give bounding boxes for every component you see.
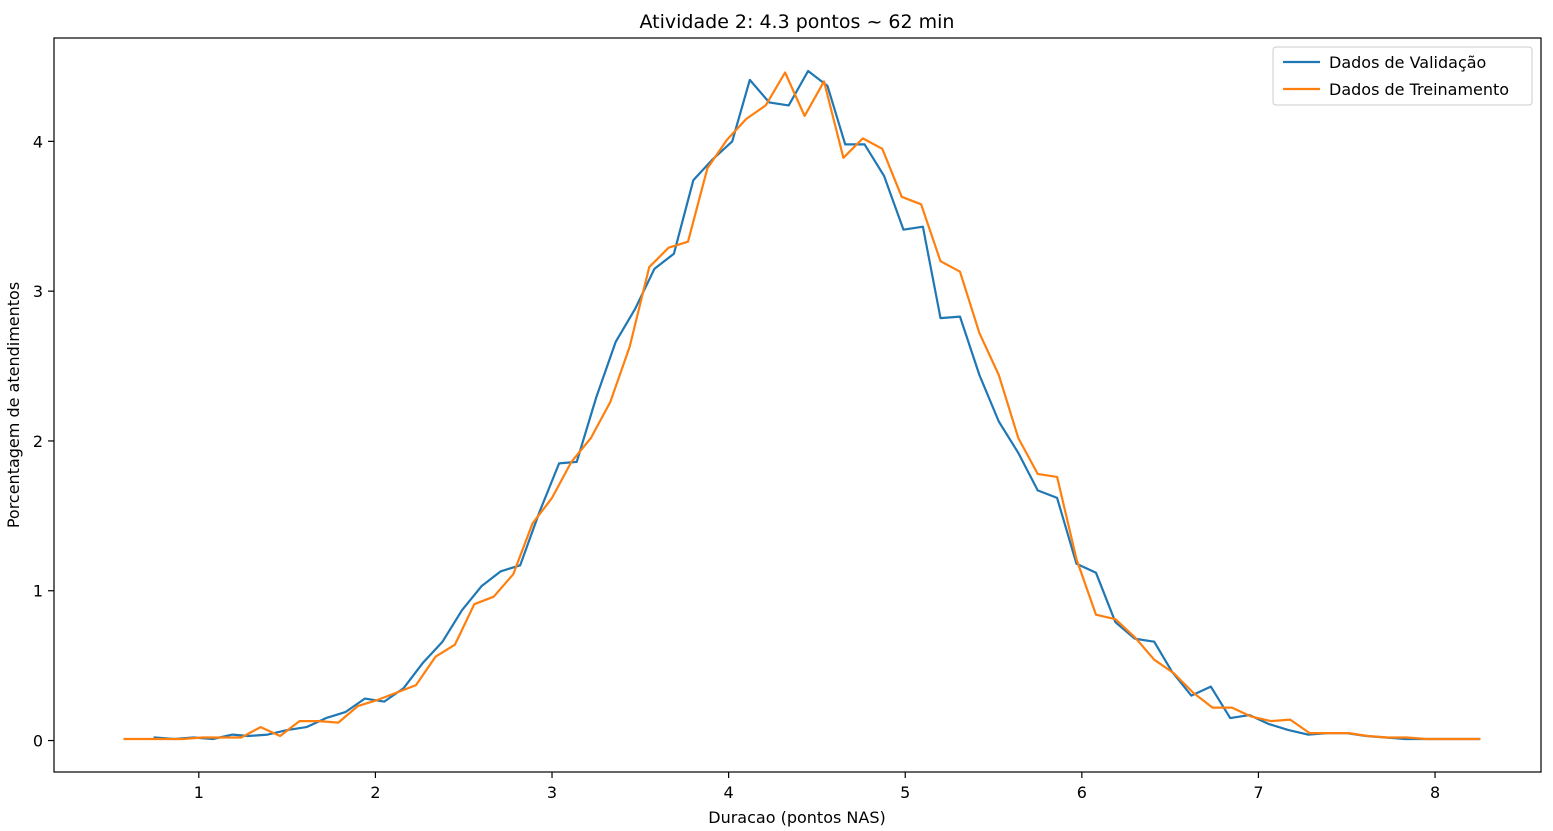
x-tick-label: 6 [1077, 783, 1087, 802]
plot-frame [53, 37, 1542, 773]
legend-label-validacao: Dados de Validação [1329, 53, 1486, 72]
x-axis: 1 2 3 4 5 6 7 8 [194, 772, 1440, 802]
x-tick-label: 1 [194, 783, 204, 802]
x-tick-label: 3 [547, 783, 557, 802]
y-axis-label: Porcentagem de atendimentos [4, 282, 23, 528]
y-tick-label: 0 [33, 732, 43, 751]
x-tick-label: 5 [900, 783, 910, 802]
y-tick-label: 4 [33, 132, 43, 151]
legend: Dados de Validação Dados de Treinamento [1272, 46, 1533, 106]
chart-title: Atividade 2: 4.3 pontos ~ 62 min [640, 11, 955, 33]
x-tick-label: 2 [370, 783, 380, 802]
series-layer [123, 69, 1481, 741]
legend-box [1272, 46, 1533, 106]
x-tick-label: 8 [1430, 783, 1440, 802]
series-line-treinamento [123, 71, 1481, 741]
plot-area [54, 38, 1541, 772]
y-tick-label: 1 [33, 582, 43, 601]
x-tick-label: 4 [724, 783, 734, 802]
x-tick-label: 7 [1253, 783, 1263, 802]
y-tick-label: 2 [33, 432, 43, 451]
legend-label-treinamento: Dados de Treinamento [1329, 80, 1509, 99]
x-axis-label: Duracao (pontos NAS) [708, 808, 885, 827]
y-tick-label: 3 [33, 282, 43, 301]
y-axis: 0 1 2 3 4 [33, 132, 54, 751]
